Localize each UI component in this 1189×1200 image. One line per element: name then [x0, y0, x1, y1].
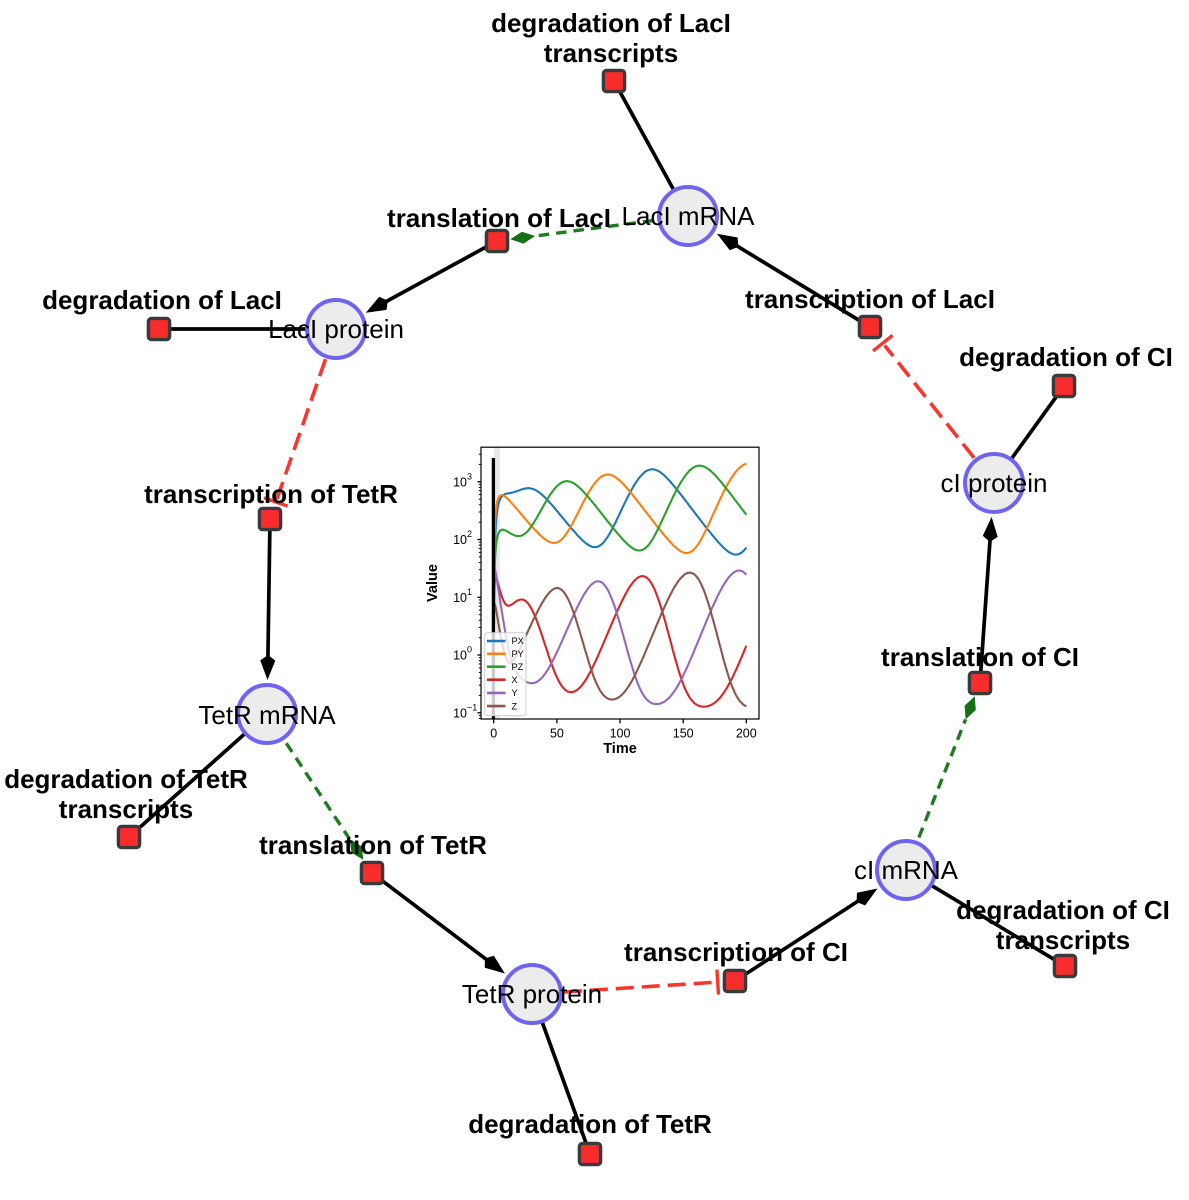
- svg-text:transcripts: transcripts: [996, 925, 1130, 955]
- svg-text:Y: Y: [512, 688, 518, 698]
- svg-text:Value: Value: [425, 564, 441, 602]
- svg-text:transcription of CI: transcription of CI: [624, 937, 848, 967]
- svg-text:transcription of LacI: transcription of LacI: [745, 284, 995, 314]
- svg-text:degradation of CI: degradation of CI: [956, 895, 1170, 925]
- svg-text:PY: PY: [512, 649, 524, 659]
- svg-text:LacI protein: LacI protein: [268, 314, 404, 344]
- svg-text:150: 150: [673, 727, 694, 741]
- svg-text:200: 200: [736, 727, 757, 741]
- svg-text:cI mRNA: cI mRNA: [854, 855, 959, 885]
- svg-text:50: 50: [550, 727, 564, 741]
- svg-text:degradation of LacI: degradation of LacI: [42, 285, 282, 315]
- svg-text:degradation of TetR: degradation of TetR: [468, 1109, 712, 1139]
- svg-text:10: 10: [453, 706, 467, 720]
- svg-text:Z: Z: [512, 701, 518, 711]
- svg-text:degradation of LacI: degradation of LacI: [491, 8, 731, 38]
- svg-text:10: 10: [453, 533, 467, 547]
- svg-text:0: 0: [490, 727, 497, 741]
- svg-text:100: 100: [610, 727, 631, 741]
- svg-text:1: 1: [467, 587, 472, 597]
- svg-text:translation of LacI: translation of LacI: [387, 203, 611, 233]
- svg-text:degradation of TetR: degradation of TetR: [4, 764, 248, 794]
- svg-text:TetR mRNA: TetR mRNA: [198, 700, 336, 730]
- svg-text:transcripts: transcripts: [544, 38, 678, 68]
- svg-text:LacI mRNA: LacI mRNA: [622, 201, 756, 231]
- svg-text:TetR protein: TetR protein: [462, 979, 602, 1009]
- svg-text:transcription of TetR: transcription of TetR: [144, 479, 398, 509]
- svg-text:10: 10: [453, 649, 467, 663]
- svg-text:transcripts: transcripts: [59, 794, 193, 824]
- svg-text:translation of CI: translation of CI: [881, 642, 1079, 672]
- svg-text:10: 10: [453, 475, 467, 489]
- svg-text:10: 10: [453, 591, 467, 605]
- svg-text:0: 0: [467, 645, 472, 655]
- svg-text:Time: Time: [603, 741, 637, 757]
- svg-text:cI protein: cI protein: [941, 468, 1048, 498]
- svg-text:degradation of CI: degradation of CI: [959, 342, 1173, 372]
- svg-text:−1: −1: [467, 702, 477, 712]
- svg-text:X: X: [512, 675, 518, 685]
- svg-text:PZ: PZ: [512, 662, 524, 672]
- svg-text:PX: PX: [512, 636, 524, 646]
- svg-text:3: 3: [467, 471, 472, 481]
- svg-text:2: 2: [467, 529, 472, 539]
- svg-text:translation of TetR: translation of TetR: [259, 830, 487, 860]
